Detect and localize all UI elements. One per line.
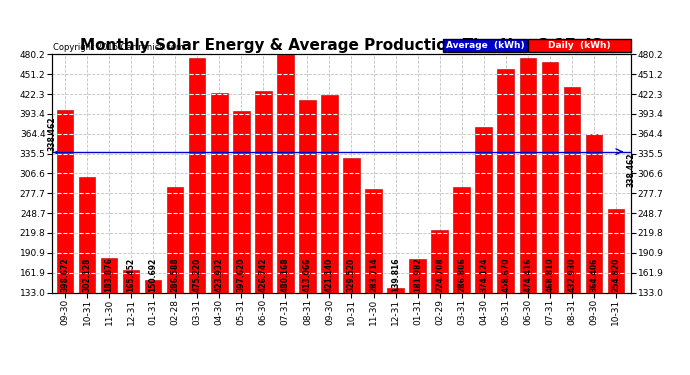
Text: 397.620: 397.620 [237,257,246,292]
Text: 283.714: 283.714 [369,257,378,292]
Text: 432.930: 432.930 [567,258,576,292]
Bar [233,111,250,292]
Bar [277,54,294,292]
Text: 286.588: 286.588 [170,257,179,292]
Text: 426.742: 426.742 [259,257,268,292]
Text: 224.708: 224.708 [435,257,444,292]
Bar [255,91,272,292]
FancyBboxPatch shape [443,39,527,52]
Text: 329.520: 329.520 [347,258,356,292]
Text: 286.806: 286.806 [457,257,466,292]
Text: 421.140: 421.140 [325,258,334,292]
Text: 374.124: 374.124 [479,257,489,292]
Text: 474.416: 474.416 [523,257,532,292]
Bar [409,259,426,292]
Text: 338.462: 338.462 [47,116,57,151]
Bar [299,100,315,292]
Bar [79,177,95,292]
Text: 302.128: 302.128 [83,257,92,292]
Text: 458.670: 458.670 [501,257,510,292]
Text: 139.816: 139.816 [391,257,400,292]
Text: Daily  (kWh): Daily (kWh) [549,41,611,50]
Text: 423.932: 423.932 [215,258,224,292]
Bar [321,95,337,292]
Bar [365,189,382,292]
Bar [608,209,624,292]
Text: 183.876: 183.876 [105,257,114,292]
Bar [101,258,117,292]
Text: 254.820: 254.820 [611,258,620,292]
Bar [189,58,206,292]
Text: 338.462: 338.462 [627,152,636,187]
Bar [453,187,470,292]
Bar [475,127,492,292]
Text: 398.672: 398.672 [61,257,70,292]
Text: 468.810: 468.810 [545,257,554,292]
Bar [520,58,536,292]
Text: 364.406: 364.406 [589,258,598,292]
Bar [167,187,184,292]
Bar [343,158,359,292]
Text: Copyright 2016 Cartronics.com: Copyright 2016 Cartronics.com [53,43,184,52]
Bar [497,69,514,292]
Bar [431,230,448,292]
Bar [57,110,73,292]
Text: 475.220: 475.220 [193,258,201,292]
Text: 413.066: 413.066 [303,258,312,292]
Text: 480.168: 480.168 [281,257,290,292]
Bar [586,134,602,292]
Text: 165.452: 165.452 [126,258,136,292]
Title: Monthly Solar Energy & Average Production Thu Nov 3 17:43: Monthly Solar Energy & Average Productio… [80,38,603,53]
Bar [564,87,580,292]
Text: 181.982: 181.982 [413,257,422,292]
Bar [211,93,228,292]
FancyBboxPatch shape [528,39,631,52]
Bar [123,270,139,292]
Text: 150.692: 150.692 [148,258,157,292]
Text: Average  (kWh): Average (kWh) [446,41,524,50]
Bar [145,280,161,292]
Bar [542,62,558,292]
Bar [387,288,404,292]
